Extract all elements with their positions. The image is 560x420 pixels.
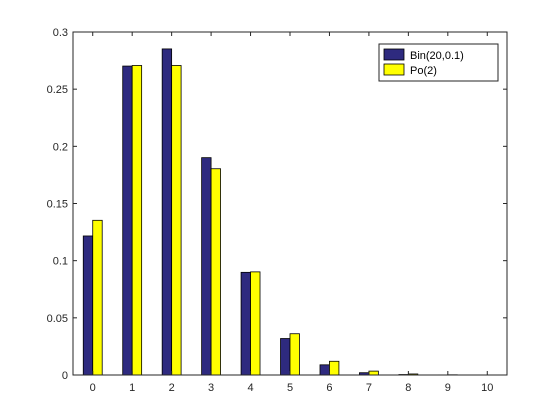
bar-series0-5 — [280, 338, 291, 376]
x-tick-label: 0 — [90, 382, 96, 394]
bar-series0-0 — [82, 235, 94, 376]
bar-series0-6 — [319, 364, 330, 376]
bar-series1-3 — [210, 168, 221, 376]
legend-swatch-1 — [383, 63, 405, 76]
x-tick-label: 10 — [481, 382, 493, 394]
bar-series1-6 — [329, 360, 340, 376]
x-tick-label: 8 — [405, 382, 411, 394]
legend: Bin(20,0.1) Po(2) — [378, 43, 499, 82]
x-tick-label: 4 — [247, 382, 253, 394]
y-tick-label: 0 — [62, 370, 68, 382]
plot-area — [73, 32, 507, 375]
x-tick-label: 2 — [169, 382, 175, 394]
x-tick-label: 1 — [129, 382, 135, 394]
bar-series1-5 — [289, 333, 300, 376]
bar-series1-7 — [368, 370, 379, 376]
x-tick-label: 5 — [287, 382, 293, 394]
y-tick-label: 0.2 — [53, 141, 68, 153]
bar-series0-2 — [161, 48, 173, 376]
bar-series1-2 — [171, 65, 182, 376]
x-tick-label: 6 — [326, 382, 332, 394]
legend-label-1: Po(2) — [410, 65, 437, 77]
y-tick-label: 0.3 — [53, 27, 68, 39]
legend-swatch-0 — [383, 48, 405, 61]
bar-series1-4 — [250, 271, 261, 376]
axes-group: 0 0.05 0.1 0.15 0.2 0.25 0.3 0 1 2 3 4 5 6 7 8 9 10 — [47, 27, 508, 394]
x-tick-label: 3 — [208, 382, 214, 394]
x-tick-label: 7 — [366, 382, 372, 394]
y-tick-label: 0.15 — [47, 199, 68, 211]
x-tick-label: 9 — [445, 382, 451, 394]
y-tick-label: 0.05 — [47, 313, 68, 325]
bar-series1-1 — [131, 65, 143, 376]
y-tick-label: 0.1 — [53, 256, 68, 268]
bar-series0-4 — [240, 271, 251, 376]
legend-label-0: Bin(20,0.1) — [410, 50, 464, 62]
y-tick-label: 0.25 — [47, 84, 68, 96]
bar-series1-0 — [92, 219, 103, 376]
bar-series0-1 — [122, 65, 133, 376]
bar-series0-3 — [201, 157, 212, 376]
